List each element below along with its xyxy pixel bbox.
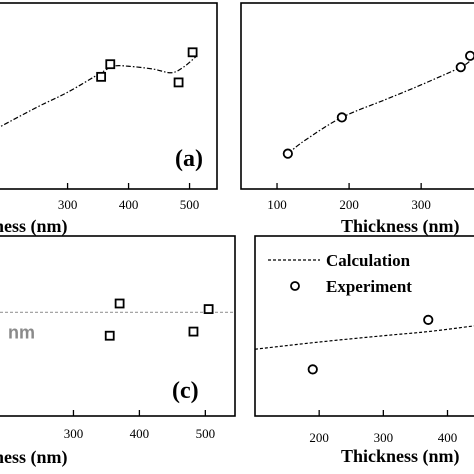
data-point-square [187, 47, 198, 58]
panel-c-reference: nm [0, 311, 235, 342]
panel-c-label: (c) [172, 378, 199, 404]
panel-d-legend: Calculation Experiment [268, 251, 412, 296]
panel-d-frame [254, 235, 474, 417]
panel-c: nm 300 400 500 (c) Thickness (nm) [0, 235, 236, 468]
panel-a-x-ticks: 300 400 500 [58, 183, 199, 212]
panel-a-plot [0, 47, 198, 128]
data-point-circle [455, 62, 466, 73]
fit-line [287, 57, 474, 155]
panel-b: 100 200 300 Thickness (nm) [240, 2, 474, 237]
panel-a-label: (a) [175, 146, 203, 172]
panel-b-x-axis-title: Thickness (nm) [341, 216, 460, 237]
reference-line-label: nm [8, 322, 35, 342]
data-point-square [203, 304, 214, 314]
panel-b-frame [240, 2, 474, 190]
fit-line [0, 56, 197, 128]
data-point-circle [465, 50, 474, 61]
x-tick-label: 400 [130, 426, 150, 441]
panel-a-frame [0, 2, 218, 190]
panel-c-frame [0, 235, 236, 417]
legend-experiment-marker [290, 281, 300, 291]
x-tick-label: 100 [267, 197, 287, 212]
x-tick-label: 500 [196, 426, 216, 441]
panel-a: 300 400 500 (a) Thickness (nm) [0, 2, 218, 237]
data-point-circle [423, 314, 434, 325]
x-tick-label: 400 [119, 197, 139, 212]
panel-d-plot [254, 314, 474, 375]
panel-c-x-ticks: 300 400 500 [64, 410, 215, 441]
data-point-circle [282, 148, 293, 159]
legend-calculation-label: Calculation [326, 251, 411, 270]
x-tick-label: 300 [64, 426, 84, 441]
data-point-square [188, 326, 199, 337]
panel-c-plot [104, 298, 214, 341]
data-point-square [96, 71, 107, 82]
x-tick-label: 200 [339, 197, 359, 212]
x-tick-label: 200 [309, 430, 329, 445]
data-point-circle [336, 112, 347, 123]
data-point-circle [307, 364, 318, 375]
data-point-square [114, 298, 125, 309]
panel-d: 200 300 400 Calculation Experiment Thickne… [254, 235, 474, 467]
legend-experiment-label: Experiment [326, 277, 412, 296]
panel-d-x-ticks: 200 300 400 [309, 410, 457, 445]
x-tick-label: 500 [180, 197, 200, 212]
x-tick-label: 400 [438, 430, 458, 445]
panel-b-x-ticks: 100 200 300 [267, 183, 431, 212]
panel-c-x-axis-title: Thickness (nm) [0, 447, 68, 468]
panel-a-x-axis-title: Thickness (nm) [0, 216, 68, 237]
panel-b-plot [282, 50, 474, 159]
x-tick-label: 300 [58, 197, 78, 212]
data-point-square [105, 59, 116, 70]
data-point-square [173, 77, 184, 88]
fit-line [254, 325, 474, 350]
x-tick-label: 300 [374, 430, 394, 445]
data-point-square [104, 330, 115, 341]
x-tick-label: 300 [411, 197, 431, 212]
panel-d-x-axis-title: Thickness (nm) [341, 446, 460, 467]
